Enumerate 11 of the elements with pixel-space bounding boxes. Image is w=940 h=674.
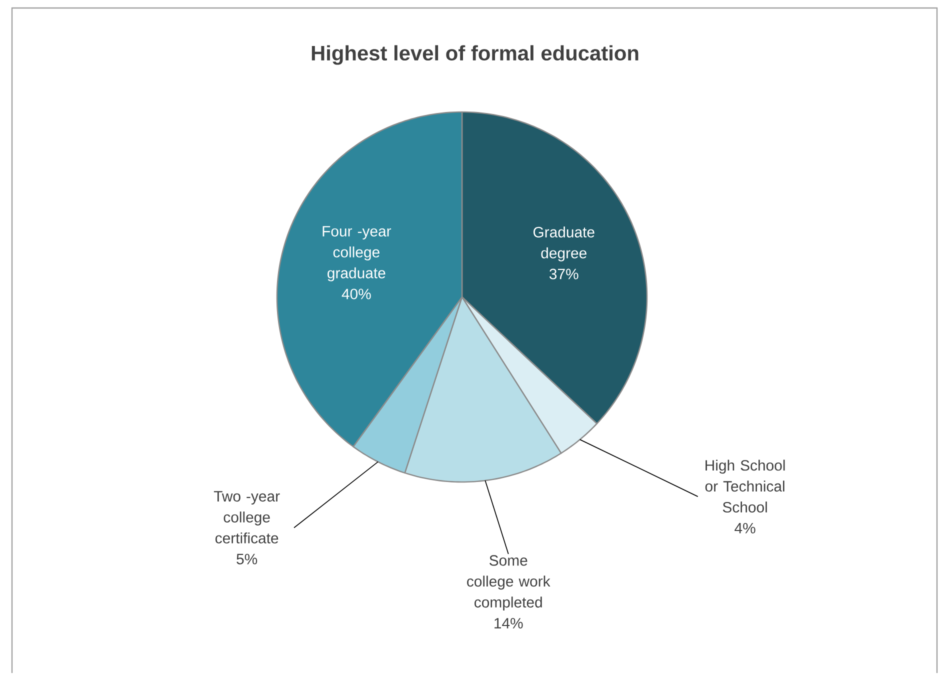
slice-label: Four -year college graduate [322, 226, 392, 282]
slice-label: Graduate degree [533, 226, 594, 262]
data-label: 4% [734, 523, 756, 534]
data-label: 5% [236, 554, 258, 565]
slice-label: High School or Technical School [705, 460, 785, 513]
data-label: 14% [494, 618, 523, 629]
slice-label: Two -year college certificate [214, 491, 280, 544]
chart-title: Highest level of formal education [312, 45, 638, 65]
data-label: 37% [549, 268, 578, 280]
slice-label: Some college work completed [467, 555, 550, 611]
data-label: 40% [342, 288, 371, 300]
